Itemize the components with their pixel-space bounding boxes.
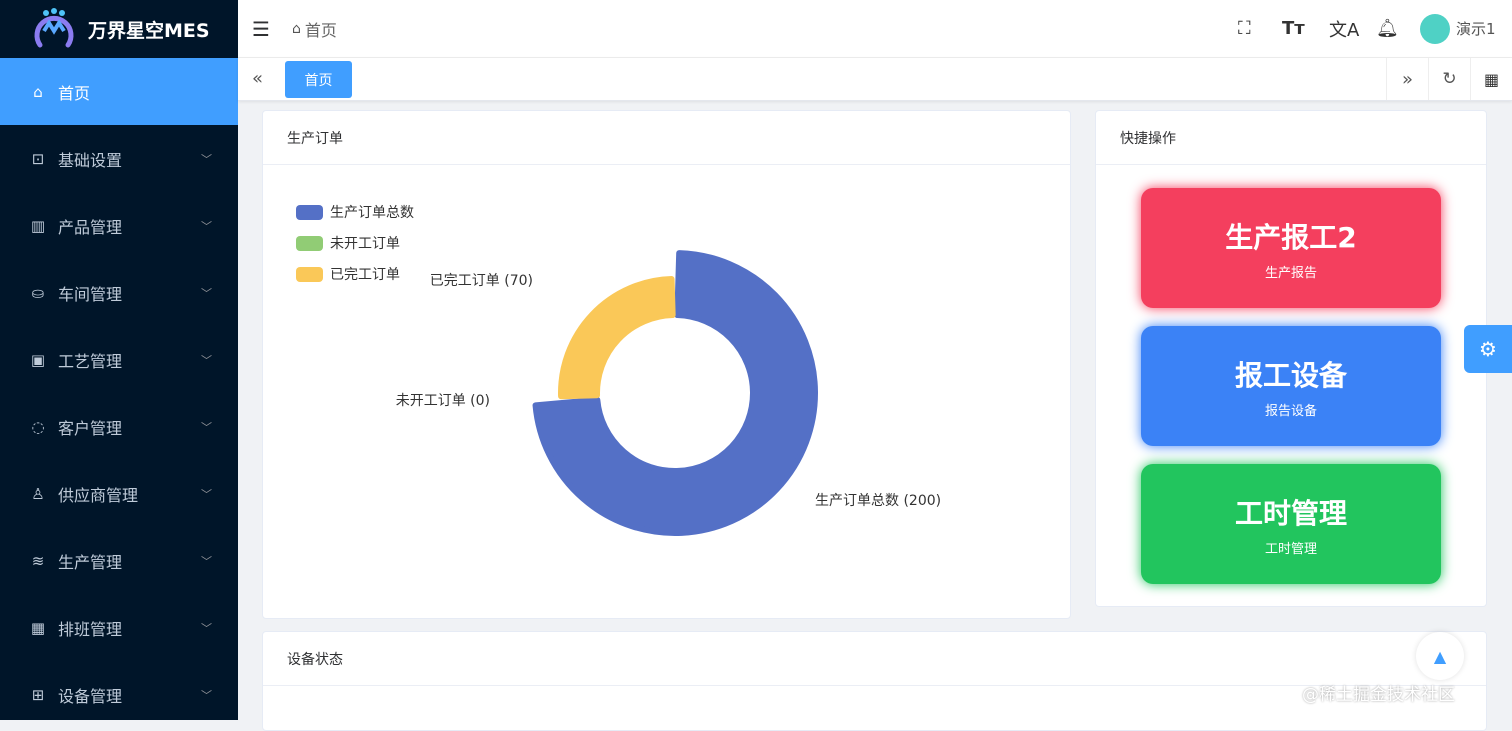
quick-action-subtitle: 工时管理 xyxy=(1264,541,1317,557)
sidebar-item-label: 排班管理 xyxy=(58,619,123,639)
sidebar-item[interactable]: ⛀ 车间管理 ﹀ xyxy=(0,259,238,326)
sidebar-item[interactable]: ▣ 工艺管理 ﹀ xyxy=(0,326,238,393)
scroll-right-icon[interactable]: » xyxy=(1386,58,1428,100)
sidebar-item[interactable]: ♙ 供应商管理 ﹀ xyxy=(0,460,238,527)
bell-icon[interactable]: 🔔︎ xyxy=(1376,18,1399,39)
watermark: @稀土掘金技术社区 xyxy=(1302,685,1455,705)
gear-icon: ⚙ xyxy=(1479,337,1497,361)
font-size-icon[interactable]: Tт xyxy=(1282,18,1305,39)
sidebar-item-label: 设备管理 xyxy=(58,686,123,706)
database-icon: ≋ xyxy=(31,551,45,570)
logo-icon xyxy=(34,8,74,48)
slice-label: 未开工订单 (0) xyxy=(396,393,490,409)
quick-card: 快捷操作 生产报工2 生产报告 报工设备 报告设备 工时管理 工时管理 xyxy=(1095,110,1487,607)
chevron-down-icon: ﹀ xyxy=(201,152,212,166)
sidebar-item[interactable]: ◌ 客户管理 ﹀ xyxy=(0,393,238,460)
hamburger-icon[interactable]: ☰ xyxy=(252,16,270,41)
sidebar-item[interactable]: ⌂ 首页 xyxy=(0,58,238,125)
legend-label[interactable]: 生产订单总数 xyxy=(330,205,414,221)
pie-slice[interactable] xyxy=(558,276,676,400)
breadcrumb[interactable]: 首页 xyxy=(304,20,337,40)
quick-action-title: 工时管理 xyxy=(1234,496,1347,530)
tab-home[interactable]: 首页 xyxy=(285,61,352,98)
sidebar-item[interactable]: ▦ 排班管理 ﹀ xyxy=(0,594,238,661)
sidebar-item[interactable]: ⊞ 设备管理 ﹀ xyxy=(0,661,238,728)
logo[interactable]: 万界星空MES xyxy=(0,0,238,58)
quick-action-subtitle: 生产报告 xyxy=(1264,265,1317,281)
sidebar-item[interactable]: ⊡ 基础设置 ﹀ xyxy=(0,125,238,192)
app-title: 万界星空MES xyxy=(88,19,210,42)
sidebar-item-label: 生产管理 xyxy=(58,552,123,572)
box-icon: ▣ xyxy=(30,350,46,369)
sidebar-item-label: 产品管理 xyxy=(58,217,123,237)
quick-card-title: 快捷操作 xyxy=(1096,111,1486,165)
fullscreen-icon[interactable]: ⛶ xyxy=(1238,18,1251,39)
sidebar-item-label: 车间管理 xyxy=(58,284,123,304)
order-card-title: 生产订单 xyxy=(263,111,1070,165)
legend-swatch[interactable] xyxy=(296,267,323,282)
order-card: 生产订单 生产订单总数 未开工订单已完工订单生产订单总数 (200) 未开工订单 (… xyxy=(262,110,1071,619)
chevron-down-icon: ﹀ xyxy=(201,554,212,568)
legend-label[interactable]: 已完工订单 xyxy=(330,267,400,283)
chevron-down-icon: ﹀ xyxy=(201,286,212,300)
pie-slice[interactable] xyxy=(532,250,818,536)
quick-action-button[interactable]: 报工设备 报告设备 xyxy=(1141,326,1441,446)
calendar-icon: ▦ xyxy=(30,618,46,637)
sidebar-item-label: 基础设置 xyxy=(58,150,123,170)
chevron-down-icon: ﹀ xyxy=(201,420,212,434)
chevron-down-icon: ﹀ xyxy=(201,621,212,635)
quick-action-subtitle: 报告设备 xyxy=(1264,403,1317,419)
sidebar-item-label: 供应商管理 xyxy=(58,485,139,505)
quick-action-title: 报工设备 xyxy=(1234,358,1347,392)
avatar[interactable] xyxy=(1420,13,1450,44)
sidebar-item-label: 工艺管理 xyxy=(58,351,123,371)
chat-icon: ◌ xyxy=(31,417,45,436)
quick-action-title: 生产报工2 xyxy=(1225,220,1357,254)
home-icon: ⌂ xyxy=(291,20,301,37)
chevron-down-icon: ﹀ xyxy=(201,487,212,501)
legend-swatch[interactable] xyxy=(296,236,323,251)
sidebar-item[interactable]: ▥ 产品管理 ﹀ xyxy=(0,192,238,259)
user-name[interactable]: 演示1 xyxy=(1456,20,1496,38)
presentation-icon: ⊡ xyxy=(31,149,45,168)
refresh-icon[interactable]: ↻ xyxy=(1428,58,1470,100)
caret-up-icon: ▲ xyxy=(1433,646,1447,666)
translate-icon[interactable]: 文A xyxy=(1329,19,1360,41)
tags-view: « 首页 » ↻ ▦ xyxy=(238,58,1512,101)
chevron-down-icon: ﹀ xyxy=(201,219,212,233)
cpu-icon: ⊞ xyxy=(31,685,45,704)
chevron-down-icon: ﹀ xyxy=(201,688,212,702)
home-icon: ⌂ xyxy=(33,82,43,101)
sidebar-item[interactable]: ≋ 生产管理 ﹀ xyxy=(0,527,238,594)
workshop-icon: ⛀ xyxy=(31,283,45,302)
device-card: 设备状态 xyxy=(262,631,1487,731)
grid-menu-icon[interactable]: ▦ xyxy=(1470,58,1512,100)
bar-chart-icon: ▥ xyxy=(30,216,46,235)
quick-action-button[interactable]: 工时管理 工时管理 xyxy=(1141,464,1441,584)
device-card-title: 设备状态 xyxy=(263,632,1486,686)
sidebar-item-label: 客户管理 xyxy=(58,418,123,438)
sidebar: 万界星空MES ⌂ 首页 ⊡ 基础设置 ﹀ ▥ 产品管理 ﹀ ⛀ 车间管理 ﹀ ▣ 工艺管理 ﹀ ◌ 客户管理… xyxy=(0,0,238,720)
slice-label: 生产订单总数 (200) xyxy=(815,493,941,509)
navbar: ☰ ⌂ 首页 ⛶ Tт 文A 🔔︎ 演示1 xyxy=(238,0,1512,58)
scroll-left-icon[interactable]: « xyxy=(252,68,264,89)
legend-swatch[interactable] xyxy=(296,205,323,220)
sidebar-item-label: 首页 xyxy=(58,83,91,103)
user-icon: ♙ xyxy=(31,484,45,503)
slice-label: 已完工订单 (70) xyxy=(430,273,533,289)
chevron-down-icon: ﹀ xyxy=(201,353,212,367)
settings-button[interactable]: ⚙ xyxy=(1464,325,1512,373)
legend-label[interactable]: 未开工订单 xyxy=(330,236,400,252)
quick-action-button[interactable]: 生产报工2 生产报告 xyxy=(1141,188,1441,308)
back-to-top-button[interactable]: ▲ xyxy=(1416,632,1464,680)
